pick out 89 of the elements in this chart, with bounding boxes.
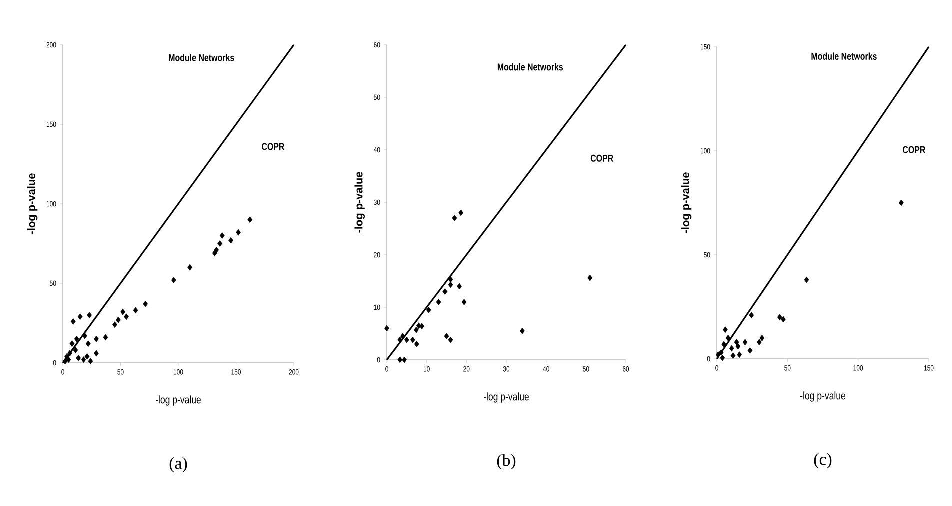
point <box>384 325 390 332</box>
point <box>720 354 726 362</box>
annotation: COPR <box>590 154 614 162</box>
annotation: COPR <box>262 143 285 150</box>
point <box>588 274 593 282</box>
point <box>414 341 420 348</box>
point <box>248 216 253 224</box>
point <box>78 314 83 320</box>
point <box>426 306 432 314</box>
point <box>228 237 234 244</box>
point <box>734 339 740 346</box>
point <box>729 345 734 352</box>
point <box>212 250 218 256</box>
point <box>410 336 416 344</box>
point <box>448 336 454 344</box>
point <box>420 323 425 330</box>
point <box>458 210 464 216</box>
point <box>737 352 742 358</box>
point <box>742 339 748 346</box>
text: (a) <box>170 457 188 473</box>
point <box>116 316 121 324</box>
point <box>398 336 403 344</box>
point <box>448 276 454 283</box>
point <box>120 308 126 316</box>
text: (b) <box>497 454 516 470</box>
point <box>748 347 753 354</box>
point <box>442 288 448 295</box>
point <box>94 336 99 342</box>
point <box>756 339 762 346</box>
point <box>103 334 108 341</box>
point <box>448 282 454 288</box>
point <box>171 277 176 284</box>
y-axis-title: -log p-value <box>27 174 38 234</box>
point <box>780 316 786 323</box>
y-axis-title: -log p-value <box>354 172 365 233</box>
point <box>70 340 75 348</box>
point <box>462 299 467 306</box>
point <box>749 312 754 319</box>
annotation: Module Networks <box>812 52 877 60</box>
point <box>188 264 192 271</box>
point <box>88 358 94 365</box>
point <box>520 328 525 334</box>
point <box>716 352 721 358</box>
point <box>760 335 765 342</box>
point <box>722 341 727 348</box>
point <box>76 355 82 362</box>
y-axis-title: -log p-value <box>681 172 692 234</box>
point <box>94 350 99 357</box>
point <box>112 322 118 328</box>
point <box>777 314 782 321</box>
point <box>84 353 90 360</box>
point <box>87 312 92 318</box>
point <box>220 232 225 239</box>
point <box>402 356 407 364</box>
point <box>730 352 736 360</box>
x-axis-title: -log p-value <box>484 392 529 403</box>
point <box>74 336 80 342</box>
point <box>398 356 403 364</box>
point <box>62 358 68 365</box>
point <box>236 229 242 236</box>
point <box>81 356 86 364</box>
point <box>726 335 731 342</box>
point <box>124 314 129 320</box>
point <box>70 318 76 325</box>
x-axis-title: -log p-value <box>156 396 201 406</box>
annotation: Module Networks <box>169 54 234 62</box>
point <box>400 333 406 340</box>
point <box>218 240 223 247</box>
text: (c) <box>814 453 832 469</box>
point <box>67 350 72 357</box>
point <box>414 326 419 334</box>
point <box>736 343 741 350</box>
point <box>452 215 458 222</box>
annotation: Module Networks <box>498 63 564 71</box>
point <box>82 332 88 340</box>
point <box>73 347 78 354</box>
point <box>143 300 148 308</box>
x-axis-title: -log p-value <box>800 392 846 402</box>
point <box>723 326 728 334</box>
point <box>436 299 442 306</box>
point <box>86 340 91 348</box>
annotation: COPR <box>902 146 926 154</box>
point <box>66 356 72 364</box>
point <box>404 336 410 344</box>
point <box>444 333 450 340</box>
point <box>899 200 904 206</box>
point <box>804 276 810 284</box>
point <box>133 307 138 314</box>
point <box>457 283 462 290</box>
